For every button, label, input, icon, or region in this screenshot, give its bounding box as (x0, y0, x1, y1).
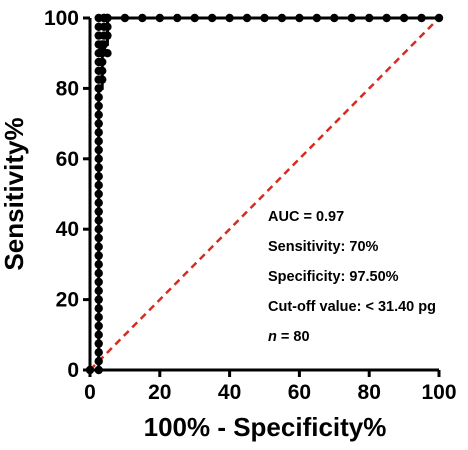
annotation-n-italic: n (268, 329, 277, 345)
roc-point (94, 93, 103, 102)
roc-point (399, 13, 409, 23)
roc-point (173, 13, 182, 23)
roc-point (277, 13, 287, 23)
roc-point (94, 225, 103, 234)
roc-point (94, 242, 103, 251)
roc-point (347, 13, 356, 23)
annotation-n: n = 80 (268, 329, 310, 345)
roc-point (94, 101, 103, 111)
roc-point (138, 13, 147, 23)
roc-point (94, 304, 103, 313)
roc-point (94, 339, 103, 348)
roc-point (94, 357, 103, 366)
roc-point (94, 330, 103, 339)
roc-point (94, 145, 103, 155)
roc-point (99, 40, 109, 49)
roc-point (382, 13, 391, 23)
y-tick-label: 60 (56, 148, 79, 171)
x-tick-label: 60 (288, 381, 311, 404)
roc-curve-layer (85, 13, 444, 375)
roc-point (260, 13, 269, 23)
ticks: 0 20 40 60 80 100 0 20 40 60 80 100 (44, 7, 457, 404)
roc-point (94, 137, 103, 146)
roc-point (94, 269, 103, 278)
reference-diagonal-line (89, 17, 440, 371)
roc-point (98, 75, 107, 84)
roc-point (94, 198, 103, 207)
roc-point (94, 84, 103, 93)
x-axis-title: 100% - Specificity% (144, 412, 387, 442)
y-tick-label: 100 (44, 7, 79, 30)
y-tick-label: 20 (56, 289, 79, 312)
roc-point (94, 313, 103, 322)
roc-point (94, 189, 103, 199)
roc-point (94, 233, 103, 243)
roc-point (312, 13, 322, 23)
annotation-n-rest: = 80 (277, 329, 310, 345)
reference-line-layer (89, 17, 440, 371)
roc-point (94, 348, 103, 357)
roc-point (94, 286, 103, 295)
roc-point (94, 216, 103, 225)
y-tick-label: 80 (56, 77, 79, 100)
x-tick-label: 80 (358, 381, 381, 404)
roc-point (94, 119, 103, 128)
roc-point (94, 163, 103, 172)
roc-point (94, 321, 103, 331)
roc-point (434, 13, 444, 23)
roc-point (225, 13, 234, 23)
roc-point (365, 13, 374, 23)
roc-point (242, 13, 252, 23)
roc-point (94, 110, 103, 120)
x-tick-label: 40 (218, 381, 241, 404)
roc-point (94, 128, 103, 137)
x-tick-label: 100 (421, 381, 456, 404)
roc-point (103, 22, 112, 31)
roc-point (98, 66, 107, 76)
roc-point (94, 207, 103, 216)
annotation-cutoff: Cut-off value: < 31.40 pg (268, 299, 436, 315)
x-tick-label: 0 (84, 381, 96, 404)
y-axis-title: Sensitivity% (0, 117, 29, 270)
roc-point (120, 13, 130, 23)
roc-point (330, 13, 339, 23)
roc-point (155, 13, 164, 23)
roc-point (94, 260, 103, 269)
roc-point (94, 277, 103, 287)
y-tick-label: 40 (56, 218, 79, 241)
roc-point (94, 251, 103, 260)
roc-point (94, 295, 103, 304)
x-tick-label: 20 (148, 381, 171, 404)
roc-point (103, 49, 112, 58)
y-tick-label: 0 (67, 359, 79, 382)
roc-point (103, 13, 112, 23)
axes (88, 18, 439, 372)
roc-point (98, 57, 107, 67)
annotation-sensitivity: Sensitivity: 70% (268, 239, 379, 255)
annotation-specificity: Specificity: 97.50% (268, 269, 399, 285)
roc-point (94, 181, 103, 190)
roc-point (103, 31, 112, 40)
annotation-block: AUC = 0.97 Sensitivity: 70% Specificity:… (268, 209, 436, 345)
roc-point (94, 154, 103, 163)
roc-point (295, 13, 304, 23)
roc-point (417, 13, 426, 23)
annotation-auc: AUC = 0.97 (268, 209, 344, 225)
roc-point (207, 13, 217, 23)
roc-point (190, 13, 199, 23)
roc-point (94, 172, 103, 181)
